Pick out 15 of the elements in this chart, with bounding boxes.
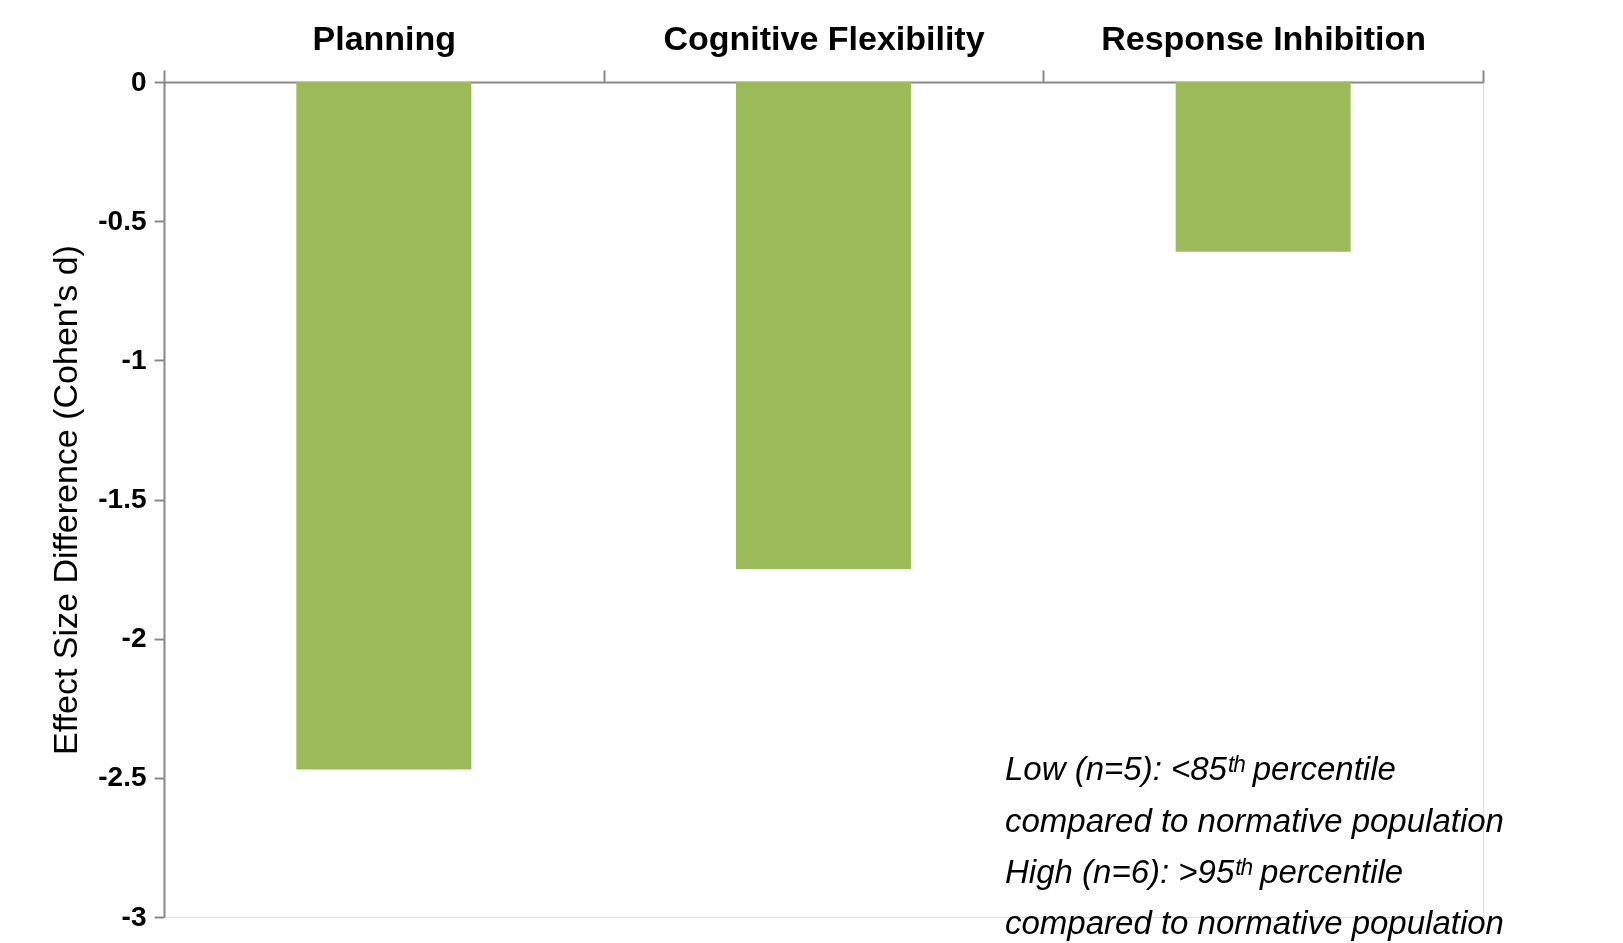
y-axis-title: Effect Size Difference (Cohen's d) xyxy=(46,245,85,755)
annotation: High (n=6): >95ᵗʰ percentile xyxy=(1005,853,1404,890)
y-tick-label: -3 xyxy=(121,900,147,932)
y-tick-label: -1.5 xyxy=(98,483,147,514)
y-tick-label: -0.5 xyxy=(98,204,147,236)
x-tick-label: Cognitive Flexibility xyxy=(663,18,985,57)
x-tick-label: Response Inhibition xyxy=(1101,18,1427,57)
annotation: compared to normative population xyxy=(1005,904,1504,941)
annotation: Low (n=5): <85ᵗʰ percentile xyxy=(1005,750,1396,787)
annotation: compared to normative population xyxy=(1005,802,1504,839)
y-tick-label: -2.5 xyxy=(98,761,147,793)
x-tick-label: Planning xyxy=(312,18,457,57)
y-tick-label: -2 xyxy=(121,622,147,654)
y-tick-label: 0 xyxy=(130,65,147,97)
y-tick-label: -1 xyxy=(121,343,147,375)
